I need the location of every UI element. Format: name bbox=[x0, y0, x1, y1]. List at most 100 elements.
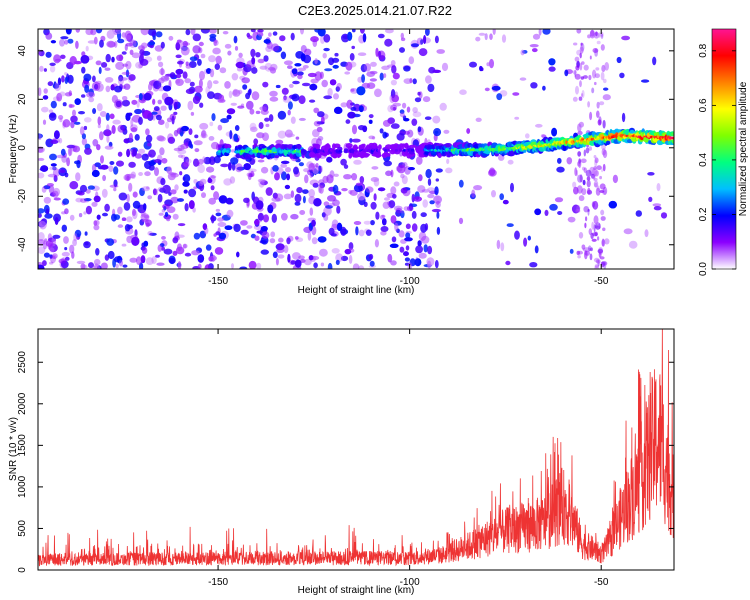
heatmap-cell bbox=[267, 204, 274, 214]
heatmap-cell bbox=[290, 116, 296, 124]
heatmap-cell bbox=[399, 47, 405, 53]
heatmap-cell bbox=[319, 71, 324, 80]
heatmap-cell bbox=[300, 29, 304, 35]
heatmap-cell bbox=[427, 83, 435, 93]
heatmap-cell bbox=[58, 137, 63, 144]
heatmap-cell bbox=[170, 189, 177, 195]
heatmap-cell bbox=[332, 199, 340, 207]
heatmap-cell bbox=[118, 74, 124, 82]
heatmap-cell bbox=[575, 209, 581, 213]
heatmap-cell bbox=[272, 251, 278, 259]
heatmap-cell bbox=[309, 179, 319, 186]
heatmap-cell bbox=[107, 250, 115, 260]
heatmap-cell bbox=[408, 56, 415, 65]
heatmap-cell bbox=[160, 105, 167, 111]
heatmap-cell bbox=[484, 33, 488, 41]
heatmap-cell bbox=[384, 38, 393, 47]
heatmap-cell bbox=[377, 50, 386, 60]
heatmap-cell bbox=[194, 148, 200, 153]
heatmap-cell bbox=[304, 258, 312, 266]
heatmap-cell bbox=[333, 93, 339, 100]
heatmap-cell bbox=[612, 174, 619, 184]
heatmap-cell bbox=[384, 197, 390, 201]
heatmap-cell bbox=[601, 239, 606, 247]
heatmap-cell bbox=[401, 175, 408, 185]
heatmap-cell bbox=[178, 154, 183, 158]
heatmap-cell bbox=[92, 75, 96, 83]
heatmap-cell bbox=[383, 160, 393, 167]
heatmap-cell bbox=[410, 148, 415, 152]
heatmap-cell bbox=[196, 161, 200, 166]
heatmap-cell bbox=[43, 68, 48, 72]
heatmap-cell bbox=[353, 184, 363, 193]
heatmap-cell bbox=[110, 84, 115, 91]
heatmap-cell bbox=[434, 130, 439, 134]
heatmap-cell bbox=[369, 78, 377, 82]
snr-y-tick-label: 1000 bbox=[17, 475, 28, 498]
heatmap-cell bbox=[326, 156, 333, 163]
heatmap-cell bbox=[445, 167, 453, 174]
heatmap-cell bbox=[315, 163, 319, 168]
heatmap-cell bbox=[292, 252, 301, 260]
heatmap-cell bbox=[106, 40, 116, 48]
heatmap-cell bbox=[185, 88, 195, 95]
heatmap-cell bbox=[56, 92, 63, 102]
heatmap-cell bbox=[595, 67, 600, 71]
heatmap-cell bbox=[224, 225, 233, 230]
heatmap-cell bbox=[576, 29, 582, 34]
heatmap-cell bbox=[597, 236, 600, 241]
heatmap-cell bbox=[575, 65, 580, 71]
heatmap-cell bbox=[60, 54, 66, 59]
heatmap-cell bbox=[319, 165, 323, 173]
heatmap-cell bbox=[141, 186, 150, 192]
heatmap-cell bbox=[92, 108, 97, 114]
heatmap-cell bbox=[81, 66, 86, 74]
heatmap-cell bbox=[491, 85, 501, 91]
heatmap-x-tick-label: -100 bbox=[400, 276, 420, 287]
heatmap-cell bbox=[459, 89, 467, 95]
heatmap-cell bbox=[161, 209, 166, 213]
heatmap-cell bbox=[371, 166, 379, 170]
heatmap-cell bbox=[85, 205, 92, 215]
heatmap-cell bbox=[193, 140, 203, 146]
heatmap-cell bbox=[99, 131, 104, 141]
heatmap-cell bbox=[144, 171, 151, 177]
heatmap-cell bbox=[153, 106, 160, 112]
heatmap-cell bbox=[283, 95, 287, 101]
heatmap-cell bbox=[54, 58, 62, 62]
heatmap-cell bbox=[215, 231, 221, 236]
heatmap-cell bbox=[137, 148, 146, 154]
heatmap-cell bbox=[314, 58, 318, 65]
heatmap-cell bbox=[592, 200, 599, 210]
heatmap-cell bbox=[402, 102, 407, 109]
heatmap-cell bbox=[113, 187, 117, 192]
heatmap-cell bbox=[122, 264, 128, 268]
heatmap-cell bbox=[50, 255, 56, 264]
heatmap-cell bbox=[600, 209, 605, 216]
colorbar-tick-label: 0.8 bbox=[698, 43, 709, 57]
heatmap-cell bbox=[52, 187, 61, 197]
heatmap-cell bbox=[400, 210, 405, 219]
heatmap-cell bbox=[125, 42, 134, 47]
heatmap-cell bbox=[432, 69, 442, 73]
heatmap-cell bbox=[106, 29, 115, 39]
heatmap-cell bbox=[71, 251, 75, 259]
heatmap-cell bbox=[596, 165, 602, 171]
heatmap-cell bbox=[378, 144, 382, 150]
heatmap-cell bbox=[466, 128, 471, 134]
colorbar-tick-label: 0.2 bbox=[698, 207, 709, 221]
heatmap-cell bbox=[344, 248, 352, 255]
heatmap-cell bbox=[207, 80, 213, 89]
heatmap-cell bbox=[183, 161, 190, 167]
heatmap-cell bbox=[52, 234, 61, 239]
heatmap-cell bbox=[161, 158, 168, 164]
heatmap-cell bbox=[435, 168, 443, 173]
heatmap-cell bbox=[321, 79, 329, 88]
heatmap-cell bbox=[217, 124, 223, 131]
heatmap-cell bbox=[396, 164, 406, 174]
heatmap-cell bbox=[579, 174, 583, 183]
heatmap-cell bbox=[263, 55, 269, 62]
heatmap-cell bbox=[183, 156, 190, 164]
heatmap-cell bbox=[192, 266, 201, 269]
heatmap-cell bbox=[309, 207, 314, 216]
